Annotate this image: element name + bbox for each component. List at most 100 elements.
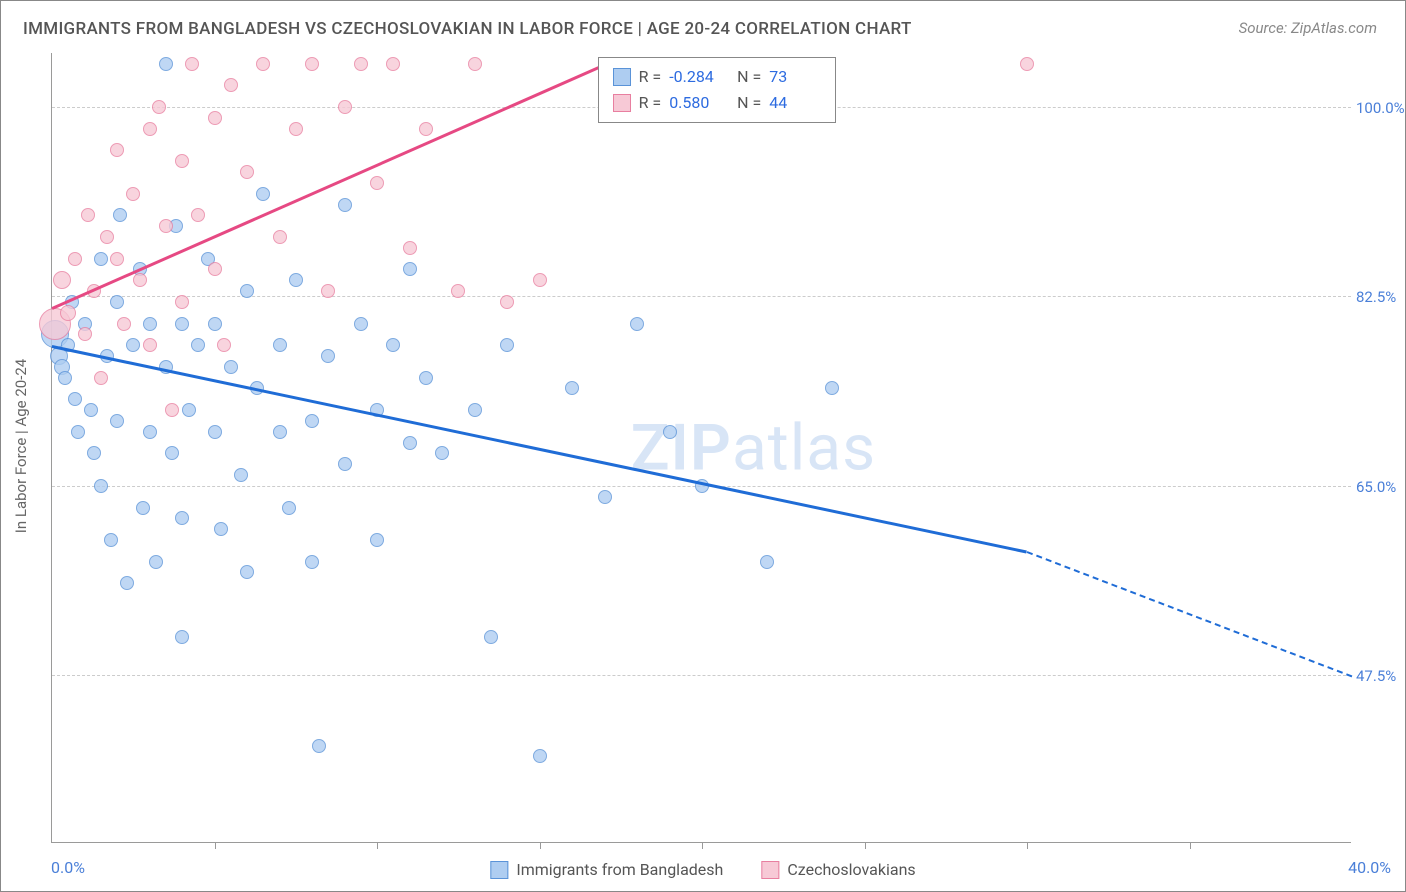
data-point	[240, 165, 254, 179]
data-point	[256, 187, 270, 201]
legend-swatch	[613, 68, 631, 86]
data-point	[354, 317, 368, 331]
data-point	[234, 468, 248, 482]
data-point	[217, 338, 231, 352]
data-point	[208, 111, 222, 125]
data-point	[240, 565, 254, 579]
data-point	[110, 414, 124, 428]
data-point	[94, 479, 108, 493]
data-point	[224, 360, 238, 374]
data-point	[565, 381, 579, 395]
stats-row: R = 0.580 N = 44	[613, 90, 822, 116]
data-point	[94, 252, 108, 266]
data-point	[419, 371, 433, 385]
grid-line: 47.5%	[52, 675, 1351, 676]
legend-item: Immigrants from Bangladesh	[490, 860, 723, 879]
data-point	[133, 273, 147, 287]
data-point	[598, 490, 612, 504]
data-point	[760, 555, 774, 569]
data-point	[165, 403, 179, 417]
data-point	[68, 392, 82, 406]
data-point	[208, 425, 222, 439]
data-point	[104, 533, 118, 547]
data-point	[533, 273, 547, 287]
data-point	[419, 122, 433, 136]
data-point	[435, 446, 449, 460]
data-point	[175, 511, 189, 525]
data-point	[117, 317, 131, 331]
legend-label: Czechoslovakians	[787, 860, 915, 879]
stat-r-label: R =	[639, 90, 662, 116]
trend-line	[52, 345, 1028, 553]
x-tick	[377, 842, 378, 849]
data-point	[185, 57, 199, 71]
data-point	[1020, 57, 1034, 71]
data-point	[273, 338, 287, 352]
data-point	[110, 252, 124, 266]
x-max-label: 40.0%	[1348, 858, 1391, 877]
legend-item: Czechoslovakians	[761, 860, 915, 879]
data-point	[191, 338, 205, 352]
data-point	[256, 57, 270, 71]
data-point	[208, 262, 222, 276]
data-point	[191, 208, 205, 222]
data-point	[289, 122, 303, 136]
stat-n-value: 73	[769, 64, 821, 90]
x-tick	[1027, 842, 1028, 849]
data-point	[182, 403, 196, 417]
y-tick-label: 100.0%	[1356, 99, 1406, 117]
stats-row: R = -0.284 N = 73	[613, 64, 822, 90]
stat-r-label: R =	[639, 64, 662, 90]
data-point	[78, 327, 92, 341]
data-point	[100, 230, 114, 244]
stat-r-value: 0.580	[669, 90, 721, 116]
data-point	[81, 208, 95, 222]
data-point	[354, 57, 368, 71]
data-point	[533, 749, 547, 763]
data-point	[273, 230, 287, 244]
data-point	[60, 305, 76, 321]
stat-n-value: 44	[769, 90, 821, 116]
data-point	[175, 154, 189, 168]
data-point	[500, 295, 514, 309]
stats-box: R = -0.284 N = 73R = 0.580 N = 44	[598, 57, 837, 123]
data-point	[468, 57, 482, 71]
data-point	[149, 555, 163, 569]
data-point	[71, 425, 85, 439]
y-tick-label: 82.5%	[1356, 288, 1406, 306]
data-point	[663, 425, 677, 439]
y-axis-title: In Labor Force | Age 20-24	[12, 359, 30, 533]
legend-swatch	[761, 861, 779, 879]
data-point	[87, 446, 101, 460]
data-point	[370, 533, 384, 547]
legend-swatch	[490, 861, 508, 879]
data-point	[152, 100, 166, 114]
stat-n-label: N =	[729, 64, 761, 90]
data-point	[126, 187, 140, 201]
data-point	[403, 241, 417, 255]
data-point	[484, 630, 498, 644]
chart-title: IMMIGRANTS FROM BANGLADESH VS CZECHOSLOV…	[23, 19, 912, 39]
data-point	[58, 371, 72, 385]
data-point	[386, 338, 400, 352]
data-point	[143, 425, 157, 439]
data-point	[68, 252, 82, 266]
data-point	[386, 57, 400, 71]
data-point	[143, 122, 157, 136]
data-point	[120, 576, 134, 590]
data-point	[113, 208, 127, 222]
data-point	[214, 522, 228, 536]
legend-swatch	[613, 94, 631, 112]
data-point	[175, 317, 189, 331]
data-point	[224, 78, 238, 92]
data-point	[338, 457, 352, 471]
x-tick	[540, 842, 541, 849]
source-label: Source: ZipAtlas.com	[1239, 19, 1377, 37]
data-point	[338, 100, 352, 114]
data-point	[94, 371, 108, 385]
data-point	[403, 262, 417, 276]
x-tick	[702, 842, 703, 849]
stat-r-value: -0.284	[669, 64, 721, 90]
data-point	[305, 555, 319, 569]
data-point	[165, 446, 179, 460]
